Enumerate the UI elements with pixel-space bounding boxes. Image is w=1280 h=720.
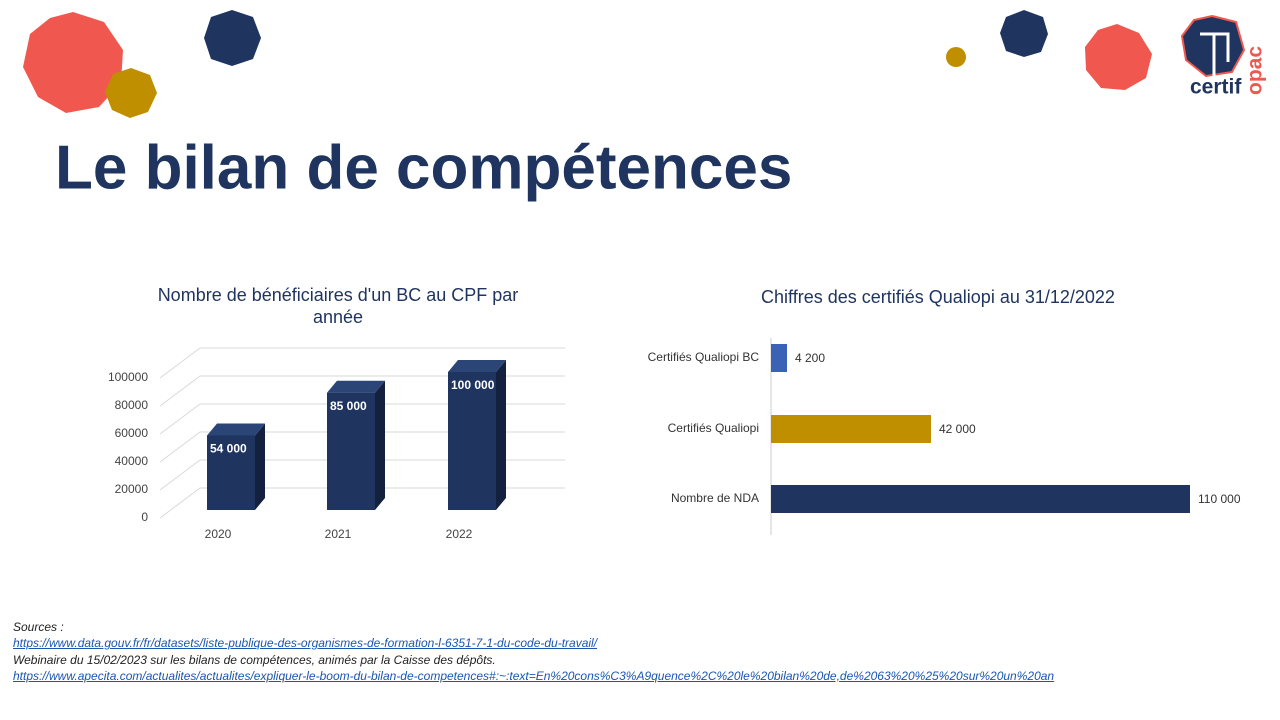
- sources-label: Sources :: [13, 620, 64, 634]
- bar-side: [255, 423, 265, 510]
- x-tick-label: 2021: [325, 527, 352, 541]
- logo: certif opac: [1180, 14, 1267, 99]
- value-label: 42 000: [939, 422, 976, 436]
- source-link[interactable]: https://www.data.gouv.fr/fr/datasets/lis…: [13, 636, 598, 650]
- value-label: 85 000: [330, 399, 367, 413]
- bar: [771, 485, 1190, 513]
- chart-title: Chiffres des certifiés Qualiopi au 31/12…: [761, 287, 1115, 307]
- decor-shape: [946, 47, 966, 67]
- x-tick-label: 2020: [205, 527, 232, 541]
- bar: [207, 435, 255, 510]
- bar: [771, 415, 931, 443]
- y-tick-label: 100000: [108, 370, 148, 384]
- source-link[interactable]: https://www.apecita.com/actualites/actua…: [13, 669, 1055, 683]
- decor-shape: [1085, 24, 1152, 90]
- bar: [771, 344, 787, 372]
- y-tick-label: 60000: [115, 426, 149, 440]
- bar: [327, 392, 375, 510]
- chart-title: Nombre de bénéficiaires d'un BC au CPF p…: [158, 285, 519, 327]
- bar-top: [448, 360, 506, 372]
- bar: [448, 372, 496, 510]
- grid-line: [159, 375, 565, 407]
- slide-canvas: certif opac Le bilan de compétences Nomb…: [23, 10, 1267, 541]
- grid-line: [159, 487, 565, 519]
- grid-line: [159, 347, 565, 379]
- source-text: Webinaire du 15/02/2023 sur les bilans d…: [13, 653, 496, 667]
- y-tick-label: 40000: [115, 454, 149, 468]
- y-tick-label: 80000: [115, 398, 149, 412]
- value-label: 110 000: [1198, 492, 1241, 506]
- value-label: 100 000: [451, 378, 495, 392]
- value-label: 4 200: [795, 351, 825, 365]
- y-tick-label: Nombre de NDA: [671, 491, 759, 505]
- grid-line: [159, 403, 565, 435]
- grid-line: [159, 431, 565, 463]
- logo-text: certif: [1190, 76, 1242, 99]
- decor-shape: [23, 12, 123, 113]
- logo-text: opac: [1244, 46, 1267, 95]
- value-label: 54 000: [210, 442, 247, 456]
- bar-side: [375, 380, 385, 510]
- y-tick-label: Certifiés Qualiopi: [668, 421, 759, 435]
- slide-title: Le bilan de compétences: [55, 133, 792, 202]
- y-tick-label: 20000: [115, 482, 149, 496]
- grid-line: [159, 459, 565, 491]
- bar-side: [496, 360, 506, 510]
- x-tick-label: 2022: [446, 527, 473, 541]
- bar-top: [207, 423, 265, 436]
- y-tick-label: Certifiés Qualiopi BC: [648, 350, 760, 364]
- bar-top: [327, 380, 385, 393]
- decor-shape: [204, 10, 261, 66]
- y-tick-label: 0: [141, 510, 148, 524]
- decor-shape: [1000, 10, 1048, 57]
- decor-shape: [105, 68, 157, 118]
